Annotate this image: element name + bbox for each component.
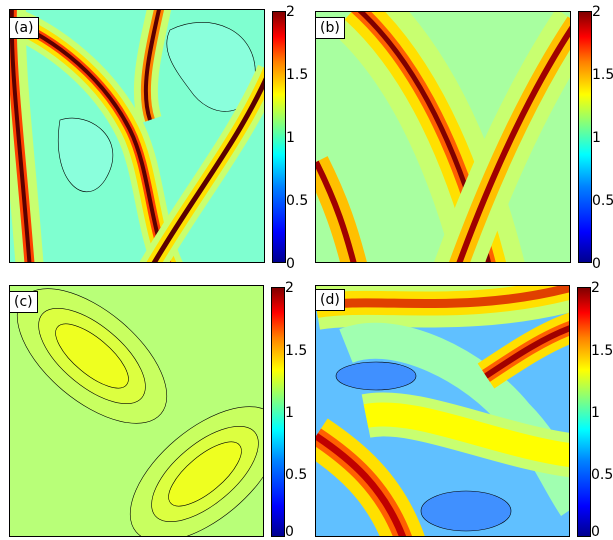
band [316, 433, 407, 536]
low-patch [58, 117, 114, 193]
heatmap-b [315, 11, 571, 263]
colorbar-tick: 1 [285, 405, 294, 421]
colorbar-tick: 1 [286, 130, 295, 146]
panel-label-b: (b) [315, 17, 345, 39]
colorbar-tick: 2 [285, 280, 294, 296]
colorbar-tick: 1.5 [592, 67, 613, 83]
colorbar-tick: 1.5 [285, 343, 308, 359]
low-patch [335, 361, 417, 391]
low-patch [420, 490, 512, 532]
colorbar-tick: 0.5 [591, 467, 613, 483]
colorbar-c [271, 287, 285, 537]
colorbar-d [577, 287, 591, 537]
heatmap-d [315, 285, 570, 537]
colorbar-tick: 0 [592, 256, 601, 272]
blob [168, 441, 242, 507]
heatmap-c-svg [10, 286, 263, 536]
colorbar-a [272, 11, 286, 263]
colorbar-tick: 0 [591, 524, 600, 540]
band [363, 402, 569, 468]
colorbar-tick: 1.5 [591, 343, 613, 359]
colorbar-tick: 1 [592, 130, 601, 146]
panel-label-c: (c) [9, 291, 38, 313]
heatmap-c [9, 285, 264, 537]
colorbar-tick: 0.5 [592, 193, 613, 209]
colorbar-tick: 2 [591, 280, 600, 296]
colorbar-tick: 2 [286, 4, 295, 20]
blob [55, 323, 129, 389]
colorbar-tick: 1 [591, 405, 600, 421]
colorbar-b [578, 11, 592, 263]
heatmap-d-svg [316, 286, 569, 536]
filament [151, 77, 264, 262]
panel-label-d: (d) [315, 289, 345, 311]
filament [143, 10, 161, 121]
ridge [456, 25, 570, 262]
filament [10, 19, 169, 262]
colorbar-tick: 0.5 [285, 467, 308, 483]
colorbar-tick: 0 [286, 256, 295, 272]
band [484, 325, 569, 379]
colorbar-tick: 1.5 [286, 67, 309, 83]
colorbar-tick: 2 [592, 4, 601, 20]
heatmap-a [9, 9, 265, 263]
ridge [316, 160, 357, 262]
heatmap-b-svg [316, 12, 570, 262]
colorbar-tick: 0.5 [286, 193, 309, 209]
colorbar-tick: 0 [285, 524, 294, 540]
heatmap-a-svg [10, 10, 264, 262]
panel-label-a: (a) [9, 17, 39, 39]
